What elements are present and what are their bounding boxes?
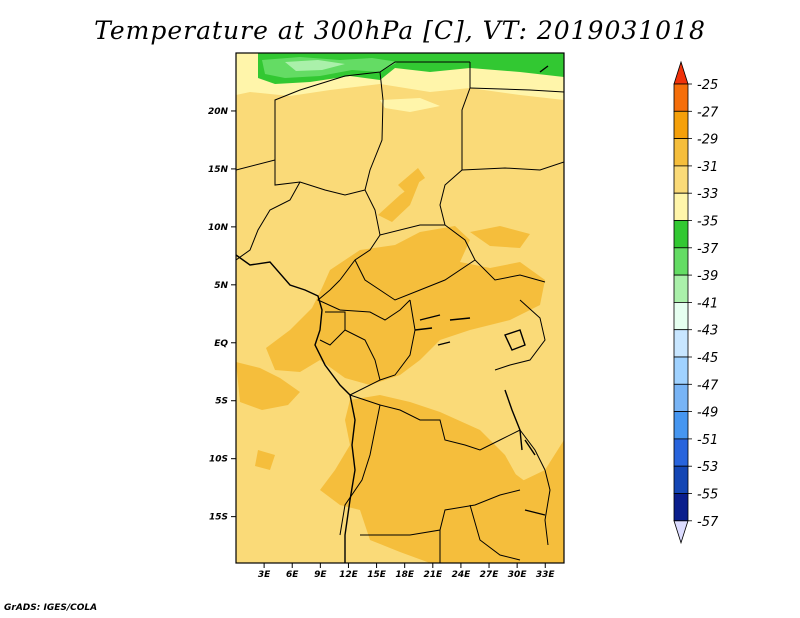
field-warm-central: [266, 226, 545, 385]
colorbar-label: -45: [697, 351, 718, 366]
lat-tick-label: 5S: [215, 397, 228, 407]
longitude-axis: 3E 6E 9E 12E 15E 18E 21E 24E 27E 30E 33E: [258, 563, 556, 580]
field-warm-west: [236, 362, 300, 410]
lon-tick-label: 24E: [452, 570, 472, 580]
colorbar-swatch: [673, 220, 689, 249]
map-title: Temperature at 300hPa [C], VT: 201903101…: [94, 16, 706, 45]
lat-tick-label: 5N: [214, 281, 228, 291]
lat-tick-label: 10S: [209, 455, 228, 465]
colorbar-swatch: [673, 274, 689, 303]
field-warm-sahel-2: [398, 168, 425, 192]
lon-tick-label: 30E: [508, 570, 528, 580]
lon-tick-label: 21E: [423, 570, 443, 580]
grads-credit: GrADS: IGES/COLA: [4, 603, 98, 613]
field-warm-southwest: [255, 450, 275, 470]
lat-tick-label: 15S: [209, 513, 228, 523]
colorbar-label: -27: [697, 105, 719, 120]
field-warm-northeast: [470, 226, 530, 248]
lon-tick-label: 12E: [339, 570, 359, 580]
colorbar-swatch: [673, 301, 689, 331]
colorbar-bottom-arrow: [673, 520, 689, 545]
lat-tick-label: EQ: [214, 339, 228, 349]
lon-tick-label: 27E: [480, 570, 500, 580]
field-cool-patch: [380, 98, 440, 112]
colorbar-top-arrow: [673, 60, 689, 85]
colorbar-swatch: [673, 356, 689, 385]
field-warm-sahel-1: [378, 180, 420, 222]
colorbar-label: -39: [697, 269, 718, 284]
colorbar-swatch: [673, 138, 689, 167]
colorbar-label: -37: [697, 242, 719, 257]
colorbar-swatch: [673, 493, 689, 522]
lon-tick-label: 9E: [314, 570, 327, 580]
colorbar-swatch: [673, 83, 689, 112]
country-borders: [236, 61, 564, 563]
colorbar-swatch: [673, 192, 689, 221]
lat-tick-label: 20N: [208, 107, 229, 117]
colorbar-label: -43: [697, 324, 718, 339]
colorbar-label: -47: [697, 378, 719, 393]
lon-tick-label: 6E: [286, 570, 299, 580]
lon-tick-label: 15E: [367, 570, 387, 580]
colorbar-swatch: [673, 411, 689, 440]
colorbar-label: -41: [697, 296, 718, 311]
plot-frame: [235, 52, 565, 564]
temperature-field: [236, 53, 564, 563]
colorbar-label: -51: [697, 433, 718, 448]
field-warm-south: [320, 395, 564, 563]
lon-tick-label: 18E: [395, 570, 415, 580]
lat-tick-label: 15N: [208, 165, 229, 175]
colorbar-swatch: [673, 383, 689, 412]
colorbar-label: -31: [697, 160, 718, 175]
colorbar-label: -33: [697, 187, 718, 202]
colorbar: -25 -27 -29 -31 -33 -35 -37 -39 -41 -43 -45 -47 -49 -…: [673, 60, 719, 545]
colorbar-swatch: [673, 165, 689, 194]
lat-tick-label: 10N: [208, 223, 229, 233]
field-warm-southeast: [470, 470, 530, 505]
colorbar-label: -25: [697, 78, 718, 93]
colorbar-swatch: [673, 329, 689, 358]
colorbar-label: -35: [697, 215, 718, 230]
lon-tick-label: 3E: [258, 570, 271, 580]
colorbar-label: -49: [697, 406, 718, 421]
colorbar-label: -55: [697, 488, 718, 503]
lon-tick-label: 33E: [536, 570, 556, 580]
colorbar-swatch: [673, 110, 689, 140]
latitude-axis: 20N 15N 10N 5N EQ 5S 10S 15S: [208, 107, 236, 523]
colorbar-label: -53: [697, 460, 718, 475]
colorbar-label: -57: [697, 515, 719, 530]
coastlines: [236, 65, 549, 563]
colorbar-label: -29: [697, 133, 718, 148]
colorbar-swatch: [673, 247, 689, 276]
colorbar-swatch: [673, 465, 689, 494]
field-green-light: [285, 60, 345, 71]
colorbar-swatch: [673, 438, 689, 467]
